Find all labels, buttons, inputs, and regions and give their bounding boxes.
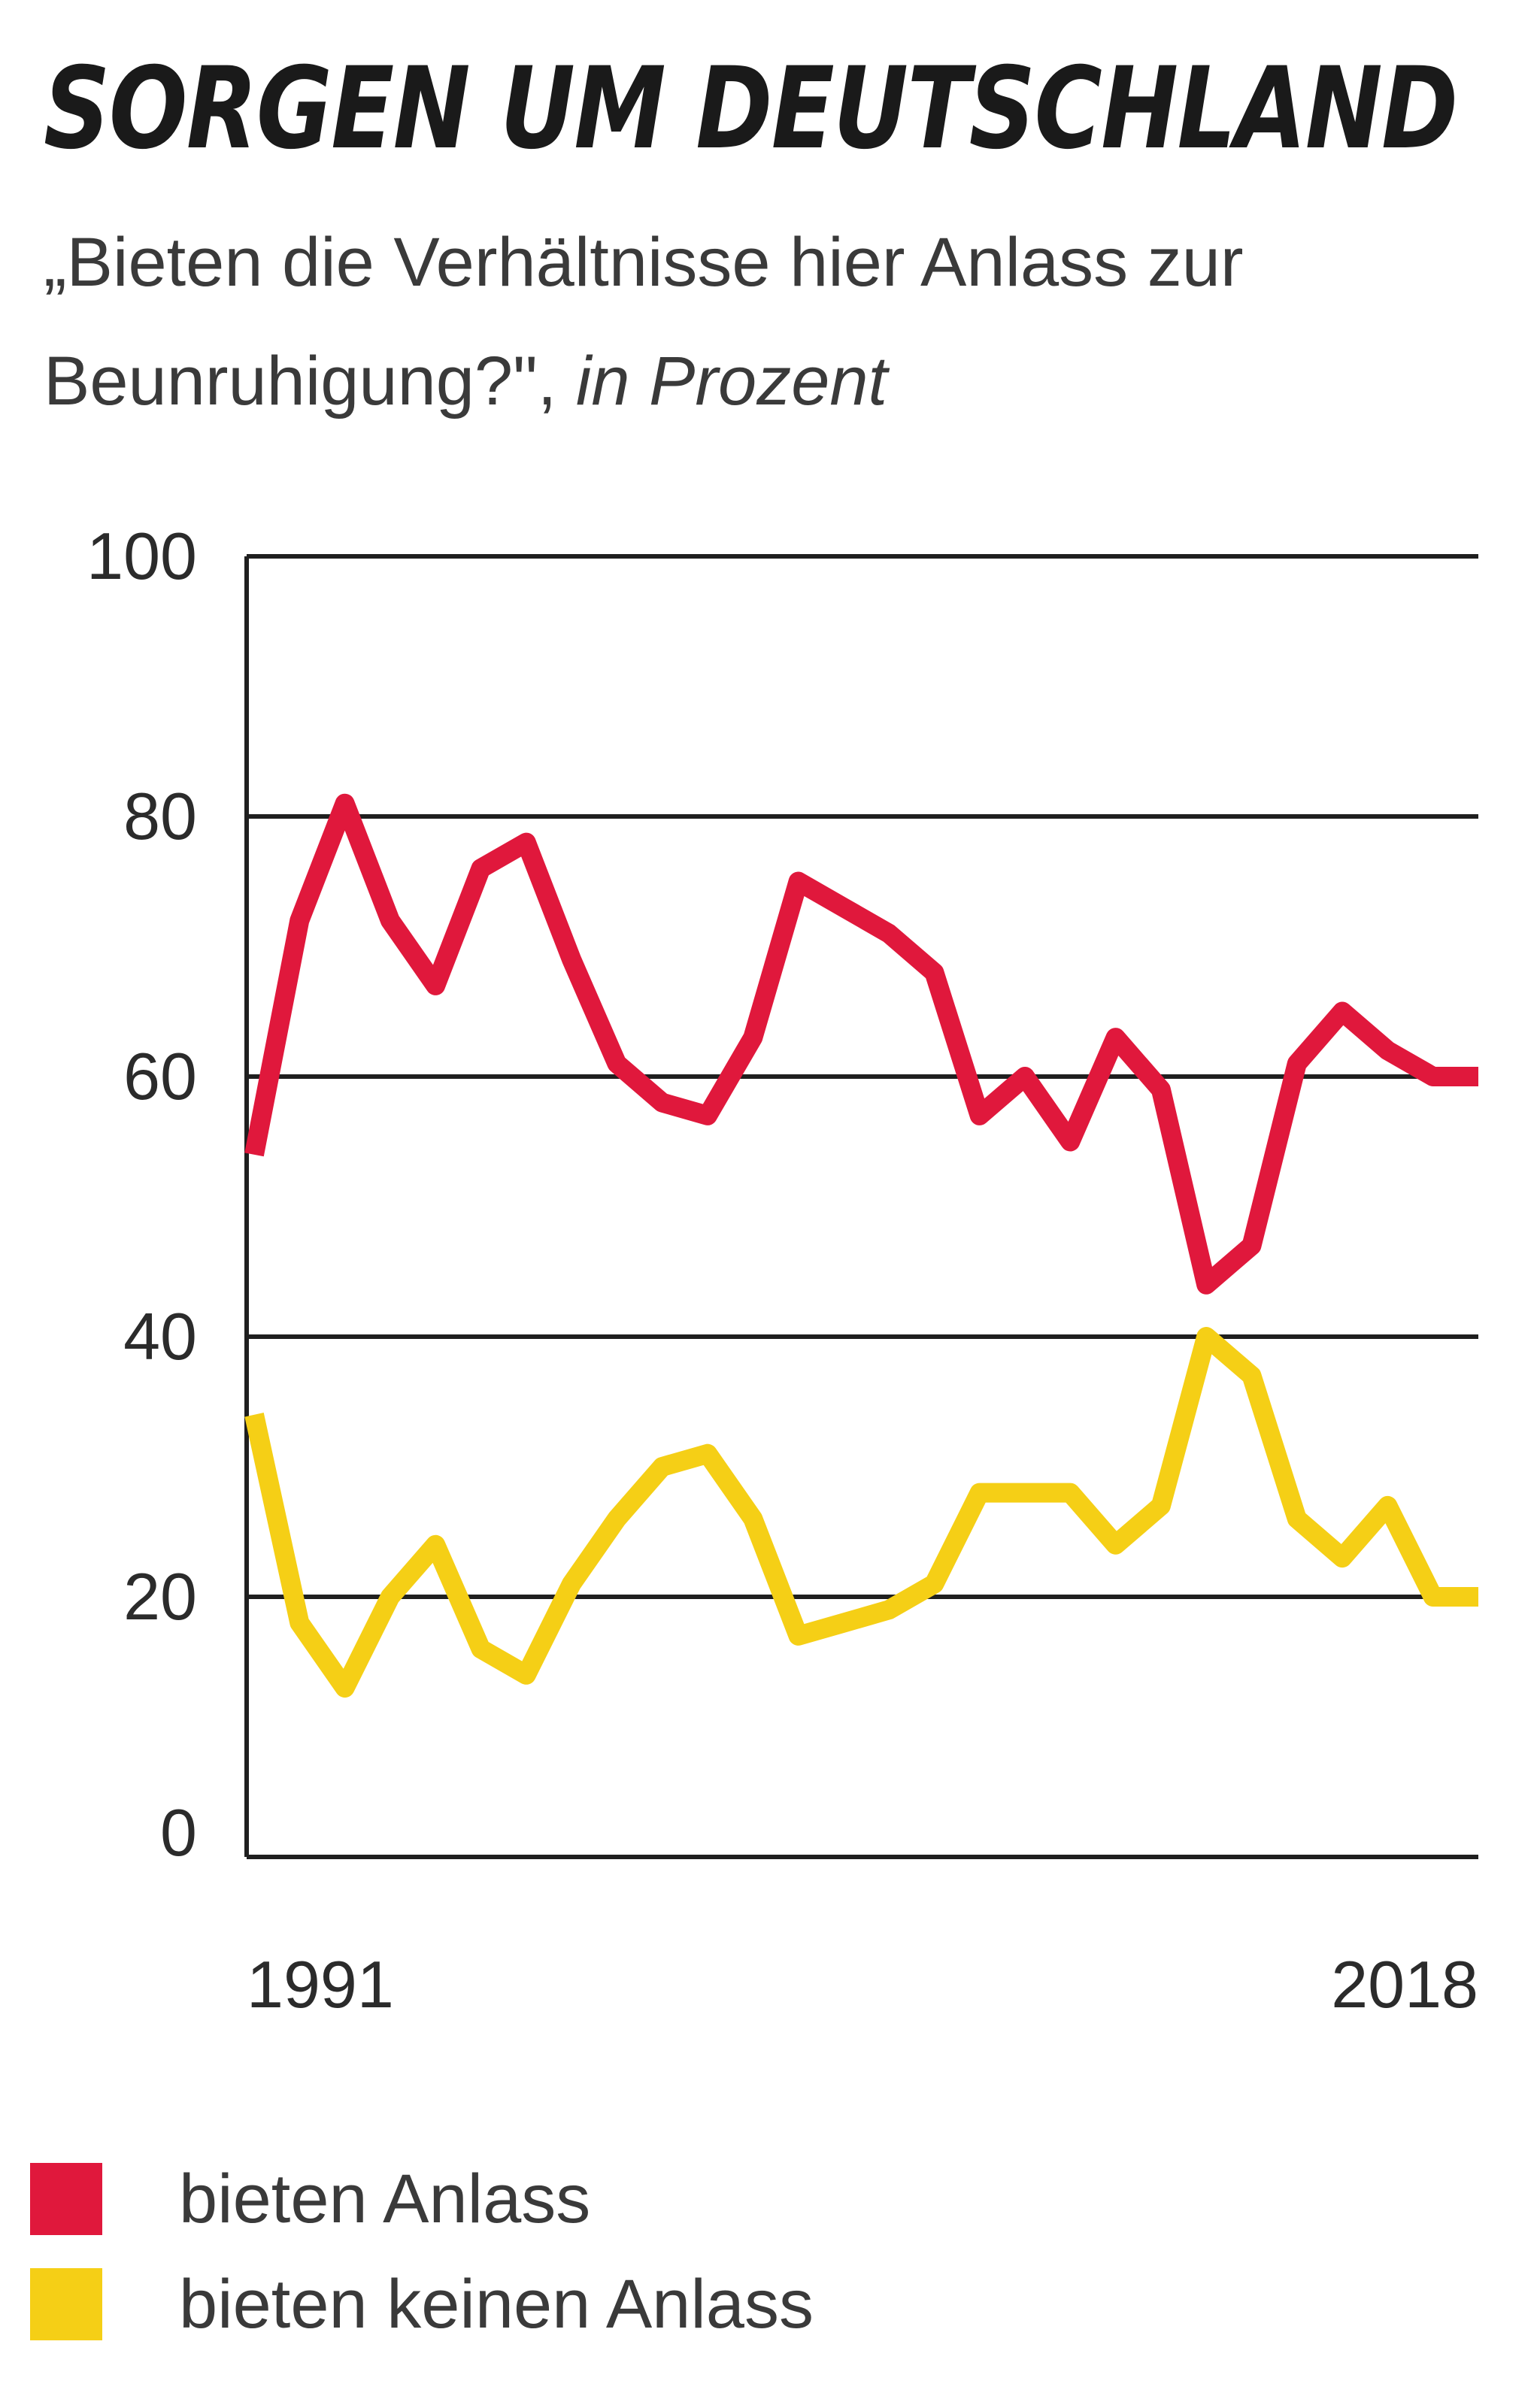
legend-swatch-yellow xyxy=(30,2268,102,2340)
x-tick-label-2018: 2018 xyxy=(1331,1947,1478,2022)
legend: bieten Anlass bieten keinen Anlass xyxy=(30,2146,814,2357)
gridlines xyxy=(244,554,1478,1859)
legend-item-bieten-keinen-anlass: bieten keinen Anlass xyxy=(30,2252,814,2357)
y-tick-label-40: 40 xyxy=(123,1299,197,1374)
y-tick-label-0: 0 xyxy=(160,1795,197,1870)
legend-label-bieten-keinen-anlass: bieten keinen Anlass xyxy=(179,2265,814,2343)
y-axis-ticks: 0 20 40 60 80 100 xyxy=(86,519,197,1870)
subtitle-question: „Bieten die Verhältnisse hier Anlass zur… xyxy=(44,224,1244,420)
series-layer xyxy=(244,793,1478,1698)
series-line-bieten-keinen-anlass xyxy=(244,1327,1478,1698)
legend-label-bieten-anlass: bieten Anlass xyxy=(179,2160,591,2237)
chart-title: SORGEN UM DEUTSCHLAND xyxy=(44,44,1458,174)
x-axis-ticks: 1991 2018 xyxy=(247,1947,1478,2022)
x-tick-label-1991: 1991 xyxy=(247,1947,394,2022)
legend-item-bieten-anlass: bieten Anlass xyxy=(30,2146,814,2252)
y-tick-label-100: 100 xyxy=(86,519,197,593)
subtitle-unit: in Prozent xyxy=(575,343,888,420)
chart-subtitle: „Bieten die Verhältnisse hier Anlass zur… xyxy=(44,203,1517,441)
y-tick-label-60: 60 xyxy=(123,1039,197,1113)
legend-swatch-red xyxy=(30,2163,102,2235)
line-chart: 0 20 40 60 80 100 1991 2018 xyxy=(86,519,1478,2022)
y-tick-label-20: 20 xyxy=(123,1559,197,1634)
series-line-bieten-anlass xyxy=(244,793,1478,1295)
y-tick-label-80: 80 xyxy=(123,779,197,853)
